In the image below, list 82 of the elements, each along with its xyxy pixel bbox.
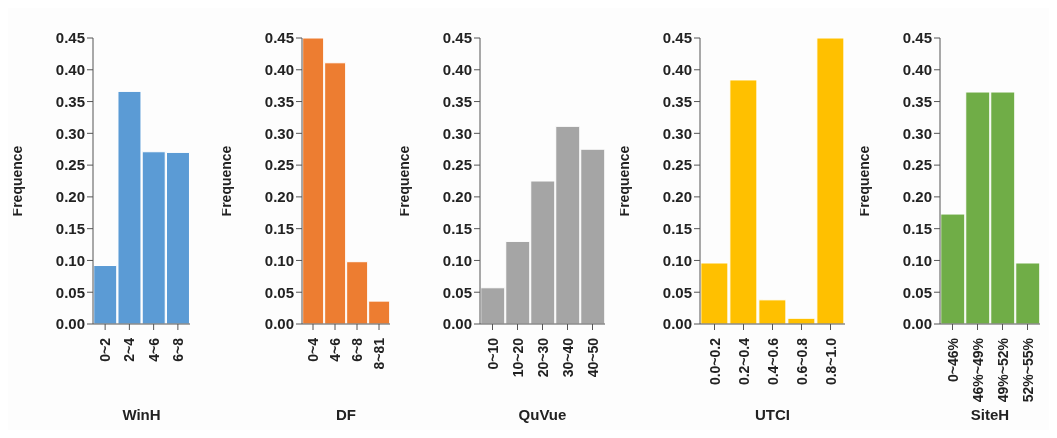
y-tick-label: 0.00 — [902, 315, 932, 333]
y-tick-label: 0.25 — [264, 156, 294, 174]
y-tick-label: 0.05 — [902, 283, 932, 301]
y-tick-label: 0.45 — [662, 29, 692, 47]
x-tick-label: 4~6 — [145, 337, 162, 362]
x-tick-label: 0~46% — [944, 337, 961, 382]
y-tick-label: 0.45 — [442, 29, 472, 47]
x-tick-label: 0.2~0.4 — [735, 337, 752, 386]
x-axis-title: WinH — [122, 406, 161, 423]
x-tick-label: 0.4~0.6 — [764, 337, 781, 386]
x-tick-label: 46%~49% — [969, 337, 986, 403]
x-tick-label: 6~8 — [349, 337, 365, 362]
y-tick-label: 0.00 — [662, 315, 692, 333]
y-tick-label: 0.40 — [662, 61, 692, 79]
y-tick-label: 0.25 — [902, 156, 932, 174]
x-tick-label: 0.8~1.0 — [822, 337, 839, 386]
y-tick-label: 0.40 — [264, 61, 294, 79]
y-tick-label: 0.10 — [264, 251, 294, 269]
y-tick-label: 0.00 — [264, 315, 294, 333]
y-tick-label: 0.30 — [902, 124, 932, 142]
y-tick-label: 0.45 — [55, 29, 85, 47]
y-tick-label: 0.10 — [902, 251, 932, 269]
y-tick-label: 0.30 — [442, 124, 472, 142]
y-tick-label: 0.25 — [442, 156, 472, 174]
y-tick-label: 0.20 — [55, 188, 85, 206]
y-tick-label: 0.15 — [662, 219, 692, 237]
x-tick-label: 40~50 — [584, 337, 601, 378]
y-tick-label: 0.00 — [55, 315, 85, 333]
x-tick-label: 0~10 — [484, 337, 501, 370]
y-tick-label: 0.10 — [55, 251, 85, 269]
y-tick-label: 0.20 — [902, 188, 932, 206]
y-tick-label: 0.15 — [442, 219, 472, 237]
y-tick-label: 0.15 — [264, 219, 294, 237]
x-tick-label: 30~40 — [559, 337, 576, 378]
y-tick-label: 0.15 — [902, 219, 932, 237]
x-axis-title: UTCI — [755, 406, 790, 423]
y-tick-label: 0.10 — [442, 251, 472, 269]
y-tick-label: 0.30 — [55, 124, 85, 142]
y-tick-label: 0.05 — [55, 283, 85, 301]
x-tick-label: 0~4 — [305, 337, 321, 362]
x-tick-label: 0.6~0.8 — [793, 337, 810, 386]
y-tick-label: 0.30 — [264, 124, 294, 142]
y-tick-label: 0.30 — [662, 124, 692, 142]
x-tick-label: 10~20 — [509, 337, 526, 378]
y-tick-label: 0.10 — [662, 251, 692, 269]
x-tick-label: 8~81 — [371, 337, 387, 370]
y-axis-title: Frequence — [8, 145, 25, 217]
y-tick-label: 0.05 — [662, 283, 692, 301]
y-tick-label: 0.05 — [442, 283, 472, 301]
y-tick-label: 0.40 — [55, 61, 85, 79]
y-tick-label: 0.45 — [264, 29, 294, 47]
y-tick-label: 0.05 — [264, 283, 294, 301]
y-tick-label: 0.45 — [902, 29, 932, 47]
y-tick-label: 0.00 — [442, 315, 472, 333]
y-tick-label: 0.40 — [442, 61, 472, 79]
x-tick-label: 20~30 — [534, 337, 551, 378]
y-tick-label: 0.20 — [662, 188, 692, 206]
x-axis-title: QuVue — [518, 406, 567, 423]
y-axis-title: Frequence — [217, 145, 234, 217]
y-tick-label: 0.20 — [264, 188, 294, 206]
x-tick-label: 2~4 — [121, 337, 138, 362]
y-tick-label: 0.35 — [55, 92, 85, 110]
x-tick-label: 0.0~0.2 — [706, 337, 723, 386]
x-tick-label: 49%~52% — [994, 337, 1011, 403]
y-axis-title: Frequence — [395, 145, 412, 217]
y-tick-label: 0.35 — [662, 92, 692, 110]
y-tick-label: 0.35 — [264, 92, 294, 110]
y-tick-label: 0.35 — [442, 92, 472, 110]
x-tick-label: 0~2 — [97, 337, 114, 362]
x-axis-title: DF — [336, 406, 356, 423]
y-tick-label: 0.20 — [442, 188, 472, 206]
x-tick-label: 6~8 — [169, 337, 186, 362]
x-axis-title: SiteH — [970, 406, 1010, 423]
y-tick-label: 0.15 — [55, 219, 85, 237]
x-tick-label: 52%~55% — [1019, 337, 1036, 403]
y-axis-title: Frequence — [615, 145, 632, 217]
y-tick-label: 0.25 — [662, 156, 692, 174]
x-tick-label: 4~6 — [327, 337, 343, 362]
y-tick-label: 0.35 — [902, 92, 932, 110]
y-axis-title: Frequence — [855, 145, 872, 217]
y-tick-label: 0.40 — [902, 61, 932, 79]
y-tick-label: 0.25 — [55, 156, 85, 174]
